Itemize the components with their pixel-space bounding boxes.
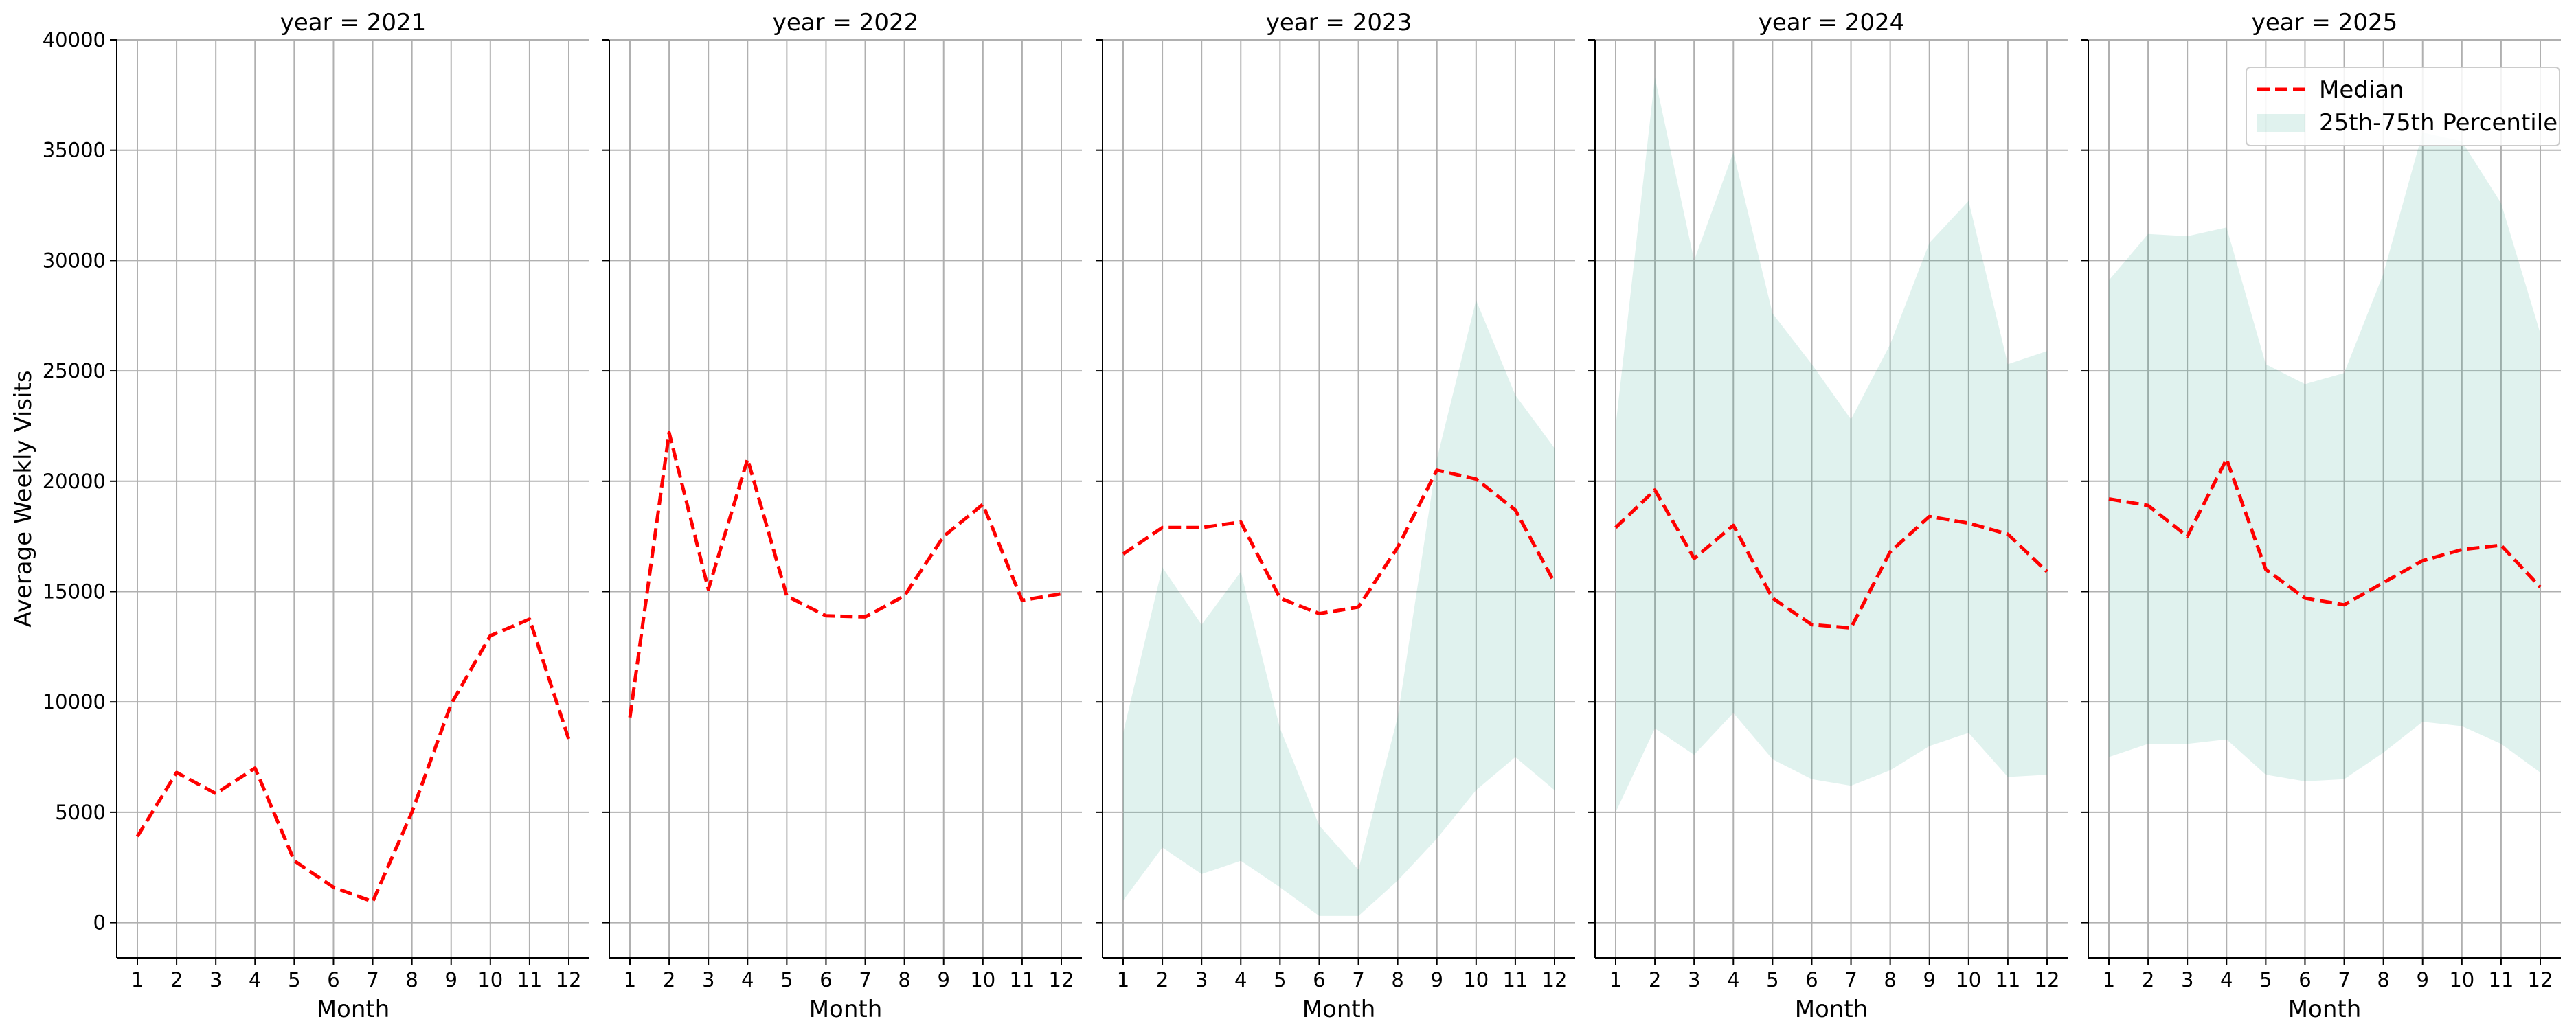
panel-4-x-axis-label: Month [1795, 996, 1868, 1023]
panel-5-x-tick-label: 9 [2417, 968, 2429, 992]
panel-5-x-tick-label: 2 [2142, 968, 2154, 992]
panel-4-x-tick-label: 5 [1766, 968, 1778, 992]
panel-1-x-tick-label: 10 [477, 968, 503, 992]
panel-5-percentile-band [2109, 133, 2540, 781]
panel-4-x-tick-label: 10 [1956, 968, 1981, 992]
panel-2-title: year = 2022 [773, 9, 918, 36]
panel-1-median-line [135, 617, 571, 904]
panel-2-x-tick-label: 3 [702, 968, 714, 992]
panel-1-x-tick-label: 7 [366, 968, 379, 992]
panel-3-percentile-band [1123, 300, 1555, 916]
panel-5-title: year = 2025 [2252, 9, 2397, 36]
panel-3-x-tick-label: 6 [1313, 968, 1325, 992]
panel-3-x-tick-label: 2 [1156, 968, 1168, 992]
panel-1-x-tick-label: 11 [517, 968, 542, 992]
panel-5-x-tick-label: 10 [2449, 968, 2474, 992]
panel-3-x-tick-label: 11 [1502, 968, 1528, 992]
panel-4-x-tick-label: 3 [1688, 968, 1700, 992]
panel-4-x-tick-label: 11 [1995, 968, 2020, 992]
legend-band-swatch [2257, 114, 2305, 132]
panel-4-x-tick-label: 9 [1923, 968, 1936, 992]
y-tick-label: 35000 [43, 139, 106, 162]
panel-4-percentile-band [1616, 77, 2047, 812]
panel-3-x-tick-label: 9 [1431, 968, 1443, 992]
panel-5-x-tick-label: 4 [2220, 968, 2233, 992]
panel-2-x-tick-label: 7 [859, 968, 871, 992]
panel-1-x-tick-label: 3 [210, 968, 222, 992]
panel-3-x-tick-label: 5 [1274, 968, 1286, 992]
panel-4-title: year = 2024 [1759, 9, 1904, 36]
panel-4-x-tick-label: 12 [2035, 968, 2060, 992]
panel-4-x-tick-label: 4 [1727, 968, 1739, 992]
panel-2-x-axis-label: Month [809, 996, 883, 1023]
panel-5-x-tick-label: 3 [2181, 968, 2193, 992]
panel-4-x-tick-label: 7 [1844, 968, 1857, 992]
panel-1-x-tick-label: 4 [249, 968, 261, 992]
panel-2-x-tick-label: 6 [820, 968, 832, 992]
panel-3-x-tick-label: 8 [1391, 968, 1403, 992]
axes-layer [110, 39, 2561, 965]
panel-3-x-tick-label: 12 [1542, 968, 1568, 992]
panel-1-x-axis-label: Month [317, 996, 390, 1023]
panel-3-median-line [1122, 468, 1557, 616]
panel-2-median-line [628, 431, 1062, 718]
y-axis-label: Average Weekly Visits [10, 370, 37, 627]
panel-5-x-tick-label: 11 [2488, 968, 2513, 992]
panel-3-x-tick-label: 4 [1234, 968, 1247, 992]
panel-1-x-tick-label: 2 [170, 968, 183, 992]
data-layer [135, 77, 2542, 916]
panel-2-x-tick-label: 5 [780, 968, 793, 992]
panel-2-x-tick-label: 11 [1009, 968, 1035, 992]
panel-5-x-tick-label: 6 [2298, 968, 2311, 992]
panel-5-median-line [2108, 457, 2542, 607]
panel-5-x-tick-label: 1 [2103, 968, 2115, 992]
text-layer: Average Weekly Visits 0 5000 10000 15000 200… [10, 9, 2553, 1023]
panel-4-x-tick-label: 1 [1609, 968, 1622, 992]
legend-median-label: Median [2319, 76, 2404, 104]
panel-2-x-tick-label: 1 [624, 968, 636, 992]
grid-layer [117, 39, 2561, 958]
panel-3-title: year = 2023 [1266, 9, 1412, 36]
y-tick-label: 25000 [43, 359, 106, 382]
panel-3-x-axis-label: Month [1302, 996, 1376, 1023]
y-tick-label: 10000 [43, 690, 106, 713]
panel-5-x-tick-label: 7 [2338, 968, 2350, 992]
panel-2-x-tick-label: 9 [938, 968, 950, 992]
panel-4-x-tick-label: 2 [1649, 968, 1661, 992]
panel-4-median-line [1614, 488, 2048, 630]
panel-1-x-tick-label: 1 [131, 968, 144, 992]
panel-2-x-tick-label: 4 [741, 968, 754, 992]
panel-4-x-tick-label: 6 [1805, 968, 1818, 992]
y-tick-label: 40000 [43, 28, 106, 52]
panel-3-x-tick-label: 3 [1195, 968, 1208, 992]
panel-5-x-axis-label: Month [2288, 996, 2362, 1023]
y-tick-label: 0 [93, 911, 106, 935]
panel-1-x-tick-label: 8 [405, 968, 418, 992]
panel-5-x-tick-label: 8 [2377, 968, 2389, 992]
y-tick-label: 20000 [43, 470, 106, 493]
panel-3-x-tick-label: 10 [1463, 968, 1489, 992]
panel-2-x-tick-label: 8 [898, 968, 910, 992]
y-tick-label: 30000 [43, 249, 106, 272]
y-tick-label: 5000 [55, 801, 106, 824]
panel-2-x-tick-label: 10 [970, 968, 995, 992]
panel-1-x-tick-label: 9 [445, 968, 457, 992]
panel-1-title: year = 2021 [280, 9, 426, 36]
legend: Median 25th-75th Percentile [2246, 67, 2560, 146]
panel-3-x-tick-label: 7 [1352, 968, 1364, 992]
panel-3-x-tick-label: 1 [1117, 968, 1129, 992]
panel-5-x-tick-label: 12 [2528, 968, 2553, 992]
y-tick-label: 15000 [43, 580, 106, 603]
legend-frame [2246, 67, 2560, 146]
panel-4-x-tick-label: 8 [1884, 968, 1896, 992]
panel-1-x-tick-label: 6 [327, 968, 339, 992]
panel-2-x-tick-label: 2 [663, 968, 675, 992]
panel-2-x-tick-label: 12 [1049, 968, 1074, 992]
legend-band-label: 25th-75th Percentile [2319, 109, 2557, 137]
panel-1-x-tick-label: 12 [556, 968, 582, 992]
panel-5-x-tick-label: 5 [2259, 968, 2272, 992]
panel-1-x-tick-label: 5 [288, 968, 300, 992]
